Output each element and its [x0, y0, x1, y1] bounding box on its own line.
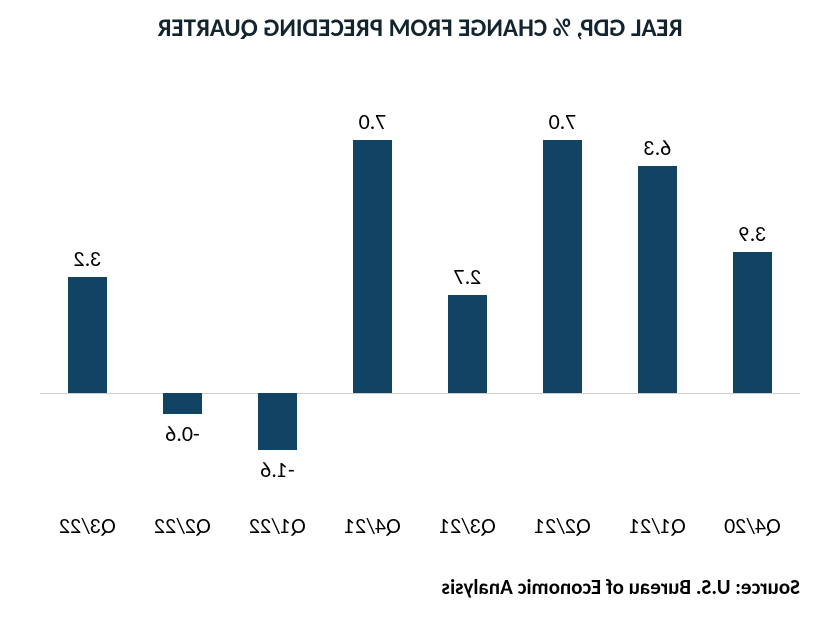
bar-value-label: -0.6 [165, 420, 200, 447]
x-axis-label: Q4/21 [344, 512, 401, 539]
bar [68, 277, 108, 392]
x-axis-label: Q3/21 [439, 512, 496, 539]
bar-value-label: -1.6 [260, 456, 295, 483]
source-text: Source: U.S. Bureau of Economic Analysis [442, 574, 800, 600]
chart-title: REAL GDP, % CHANGE FROM PRECEDING QUARTE… [0, 0, 840, 43]
zero-line [40, 393, 800, 394]
bar-value-label: 7.0 [549, 108, 577, 135]
bar [163, 393, 203, 415]
bar [448, 295, 488, 392]
plot-area: 3.9Q4/206.3Q1/217.0Q2/212.7Q3/217.0Q4/21… [40, 90, 800, 472]
bar-value-label: 3.9 [739, 220, 767, 247]
bar [353, 140, 393, 392]
x-axis-label: Q2/22 [154, 512, 211, 539]
bar [638, 166, 678, 393]
bar-value-label: 2.7 [454, 263, 482, 290]
x-axis-label: Q4/20 [724, 512, 781, 539]
bar-value-label: 6.3 [644, 134, 672, 161]
x-axis-label: Q1/22 [249, 512, 306, 539]
bar-value-label: 7.0 [359, 108, 387, 135]
bar [258, 393, 298, 451]
x-axis-label: Q1/21 [629, 512, 686, 539]
bar [543, 140, 583, 392]
bar-value-label: 3.2 [74, 245, 102, 272]
x-axis-label: Q2/21 [534, 512, 591, 539]
bar [733, 252, 773, 393]
x-axis-label: Q3/22 [59, 512, 116, 539]
